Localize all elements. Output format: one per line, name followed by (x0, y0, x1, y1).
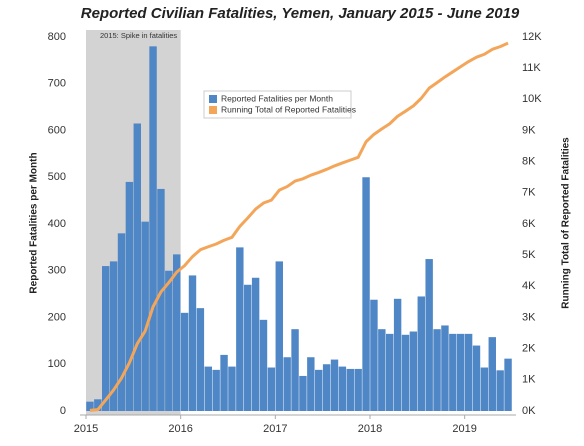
legend-swatch (209, 95, 217, 103)
legend-label: Reported Fatalities per Month (221, 93, 333, 103)
bar (173, 254, 181, 411)
bar (496, 370, 504, 411)
x-tick-label: 2018 (358, 423, 382, 435)
bar (417, 296, 425, 411)
bar (125, 181, 134, 411)
y-tick-label: 300 (48, 265, 66, 277)
y-tick-label: 700 (48, 78, 66, 90)
bar (244, 284, 252, 411)
bar (378, 329, 386, 411)
y2-tick-label: 4K (522, 280, 536, 292)
bar (330, 359, 339, 411)
legend-box (203, 90, 352, 119)
bar (307, 357, 315, 411)
bar (354, 368, 362, 411)
bar (133, 123, 141, 412)
bar (102, 266, 110, 411)
bar (480, 367, 489, 411)
bar (472, 345, 481, 411)
bar (299, 375, 307, 411)
bar (220, 354, 228, 411)
bar (401, 334, 410, 411)
bar (180, 312, 189, 411)
bar (291, 329, 299, 411)
bar (212, 369, 220, 411)
bar (283, 357, 291, 411)
bar (251, 277, 260, 411)
bar (457, 333, 465, 411)
y2-tick-label: 10K (522, 93, 542, 105)
bar (464, 333, 473, 411)
bar (204, 366, 212, 411)
bar (94, 399, 102, 411)
bar (188, 275, 197, 411)
y2-tick-label: 0K (522, 405, 536, 417)
y-tick-label: 200 (48, 311, 66, 323)
bar (86, 401, 94, 411)
bar (117, 233, 126, 411)
y-tick-label: 0 (60, 405, 66, 417)
bar (149, 46, 157, 411)
x-tick-label: 2015 (74, 423, 98, 435)
bar (315, 369, 323, 411)
bar (441, 325, 449, 411)
bar (370, 299, 378, 411)
y2-axis-title: Running Total of Reported Fatalities (561, 137, 572, 309)
line (89, 41, 509, 412)
bar (322, 364, 331, 411)
x-tick-label: 2019 (452, 423, 476, 435)
chart-title: Reported Civilian Fatalities, Yemen, Jan… (81, 5, 520, 22)
x-tick-label: 2016 (168, 423, 192, 435)
bar (346, 368, 354, 411)
y2-tick-label: 8K (522, 156, 536, 168)
bar (449, 333, 457, 411)
bar (157, 188, 165, 411)
y-tick-label: 500 (48, 171, 66, 183)
y-tick-label: 600 (48, 124, 66, 136)
y2-tick-label: 11K (522, 62, 541, 74)
y2-tick-label: 1K (522, 374, 536, 386)
bar (109, 261, 118, 411)
bar (165, 270, 173, 411)
y2-tick-label: 12K (522, 31, 542, 43)
legend-swatch (209, 106, 217, 114)
bar (141, 221, 149, 411)
y-axis-title: Reported Fatalities per Month (29, 152, 40, 293)
bar (275, 261, 283, 411)
bar (228, 366, 236, 411)
y2-tick-label: 6K (522, 218, 536, 230)
y2-tick-label: 3K (522, 311, 536, 323)
bar (259, 319, 268, 411)
y2-tick-label: 5K (522, 249, 536, 261)
bar (488, 337, 496, 411)
bar (338, 366, 347, 411)
bar (433, 329, 441, 411)
y2-tick-label: 9K (522, 124, 536, 136)
y-tick-label: 400 (48, 218, 66, 230)
bar (236, 247, 244, 411)
y2-tick-label: 7K (522, 187, 536, 199)
bar (267, 367, 276, 411)
bar (425, 259, 433, 411)
x-tick-label: 2017 (263, 423, 287, 435)
bar (362, 177, 370, 411)
y2-tick-label: 2K (522, 343, 536, 355)
bar (504, 358, 512, 411)
legend-label: Running Total of Reported Fatalities (221, 104, 356, 114)
y-tick-label: 800 (48, 31, 66, 43)
bar (196, 308, 205, 411)
annotation: 2015: Spike in fatalities (100, 31, 177, 40)
bar (386, 333, 394, 411)
bar (409, 331, 418, 411)
bar (393, 298, 402, 411)
y-tick-label: 100 (48, 358, 66, 370)
